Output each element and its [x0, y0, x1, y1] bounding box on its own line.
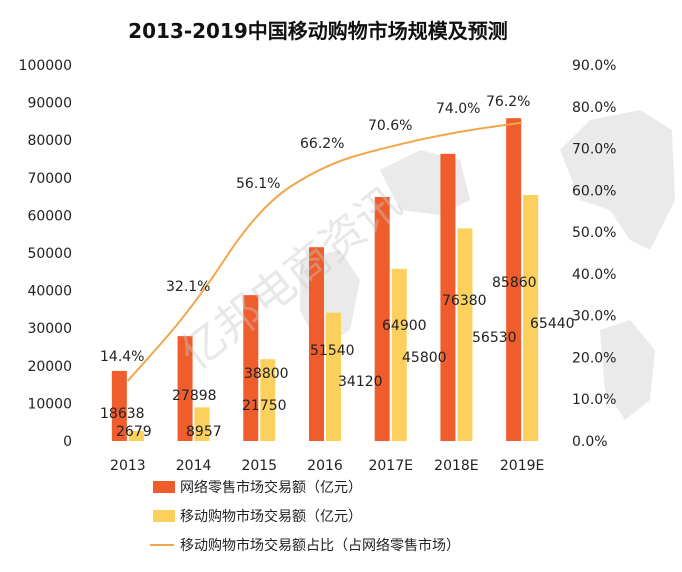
- right-axis-ticks: 0.0% 10.0% 20.0% 30.0% 40.0% 50.0% 60.0% 70.0% 8…: [572, 58, 616, 450]
- bar-mobile-shopping: [457, 228, 473, 441]
- share-value-label: 74.0%: [436, 101, 480, 117]
- mobile-shopping-value-label: 45800: [402, 350, 447, 366]
- bar-online-retail: [177, 336, 193, 441]
- bar-online-retail: [374, 196, 390, 441]
- share-value-label: 76.2%: [486, 94, 530, 110]
- mobile-shopping-value-label: 21750: [242, 398, 287, 414]
- left-axis-tick: 100000: [19, 58, 72, 74]
- left-axis-ticks: 0 10000 20000 30000 40000 50000 60000 70000 8000…: [19, 58, 72, 450]
- left-axis-tick: 90000: [27, 96, 72, 112]
- right-axis-tick: 30.0%: [572, 309, 616, 325]
- online-retail-value-label: 85860: [492, 275, 537, 291]
- right-axis-tick: 90.0%: [572, 58, 616, 74]
- online-retail-value-label: 38800: [244, 366, 289, 382]
- bar-mobile-shopping: [260, 359, 276, 441]
- chart-title: 2013-2019中国移动购物市场规模及预测: [128, 19, 508, 43]
- x-axis-labels: 2013 2014 2015 2016 2017E 2018E 2019E: [110, 458, 544, 474]
- bar-mobile-shopping: [523, 194, 539, 441]
- share-value-label: 14.4%: [100, 349, 144, 365]
- bar-series: [111, 118, 539, 442]
- legend-swatch: [153, 510, 175, 522]
- legend-label: 网络零售市场交易额（亿元）: [180, 479, 362, 496]
- right-axis-tick: 10.0%: [572, 392, 616, 408]
- online-retail-value-label: 76380: [442, 293, 487, 309]
- left-axis-tick: 20000: [27, 359, 72, 375]
- left-axis-tick: 40000: [27, 284, 72, 300]
- right-axis-tick: 0.0%: [572, 434, 608, 450]
- right-axis-tick: 70.0%: [572, 142, 616, 158]
- mobile-shopping-value-label: 34120: [338, 374, 383, 390]
- mobile-shopping-value-label: 8957: [186, 424, 222, 440]
- right-axis-tick: 60.0%: [572, 183, 616, 199]
- legend-label: 移动购物市场交易额占比（占网络零售市场）: [180, 537, 460, 554]
- mobile-shopping-value-label: 2679: [116, 424, 152, 440]
- share-line: [127, 121, 523, 382]
- bar-online-retail: [506, 118, 522, 442]
- x-axis-label: 2018E: [434, 458, 478, 474]
- legend-swatch: [153, 481, 175, 493]
- online-retail-value-label: 64900: [382, 318, 427, 334]
- bar-online-retail: [243, 295, 259, 441]
- right-axis-tick: 20.0%: [572, 350, 616, 366]
- left-axis-tick: 60000: [27, 208, 72, 224]
- bar-data-labels: 18638 2679 27898 8957 38800 21750 51540 34120 64…: [100, 275, 575, 440]
- x-axis-label: 2013: [110, 458, 146, 474]
- left-axis-tick: 0: [63, 434, 72, 450]
- online-retail-value-label: 18638: [100, 406, 145, 422]
- right-axis-tick: 50.0%: [572, 225, 616, 241]
- left-axis-tick: 70000: [27, 171, 72, 187]
- line-data-labels: 14.4% 32.1% 56.1% 66.2% 70.6% 74.0% 76.2%: [100, 94, 530, 365]
- bar-online-retail: [440, 153, 456, 441]
- legend-label: 移动购物市场交易额（亿元）: [180, 508, 362, 525]
- right-axis-tick: 80.0%: [572, 100, 616, 116]
- x-axis-label: 2017E: [368, 458, 412, 474]
- x-axis-label: 2015: [241, 458, 277, 474]
- share-value-label: 56.1%: [236, 176, 280, 192]
- bar-mobile-shopping: [194, 407, 210, 441]
- mobile-shopping-value-label: 65440: [530, 316, 575, 332]
- share-line-series: [127, 121, 523, 382]
- left-axis-tick: 50000: [27, 246, 72, 262]
- bar-online-retail: [111, 370, 127, 441]
- online-retail-value-label: 51540: [310, 343, 355, 359]
- right-axis-tick: 40.0%: [572, 267, 616, 283]
- left-axis-tick: 10000: [27, 396, 72, 412]
- x-axis-label: 2019E: [500, 458, 544, 474]
- left-axis-tick: 80000: [27, 133, 72, 149]
- x-axis-label: 2016: [307, 458, 343, 474]
- mobile-shopping-value-label: 56530: [472, 330, 517, 346]
- x-axis-label: 2014: [176, 458, 212, 474]
- share-value-label: 66.2%: [300, 136, 344, 152]
- online-retail-value-label: 27898: [172, 388, 217, 404]
- share-value-label: 70.6%: [368, 118, 412, 134]
- bar-mobile-shopping: [391, 268, 407, 441]
- bar-mobile-shopping: [128, 430, 144, 441]
- share-value-label: 32.1%: [166, 279, 210, 295]
- bar-mobile-shopping: [326, 312, 341, 441]
- bar-online-retail: [309, 247, 324, 441]
- legend: 网络零售市场交易额（亿元） 移动购物市场交易额（亿元） 移动购物市场交易额占比（占网…: [150, 479, 460, 554]
- left-axis-tick: 30000: [27, 321, 72, 337]
